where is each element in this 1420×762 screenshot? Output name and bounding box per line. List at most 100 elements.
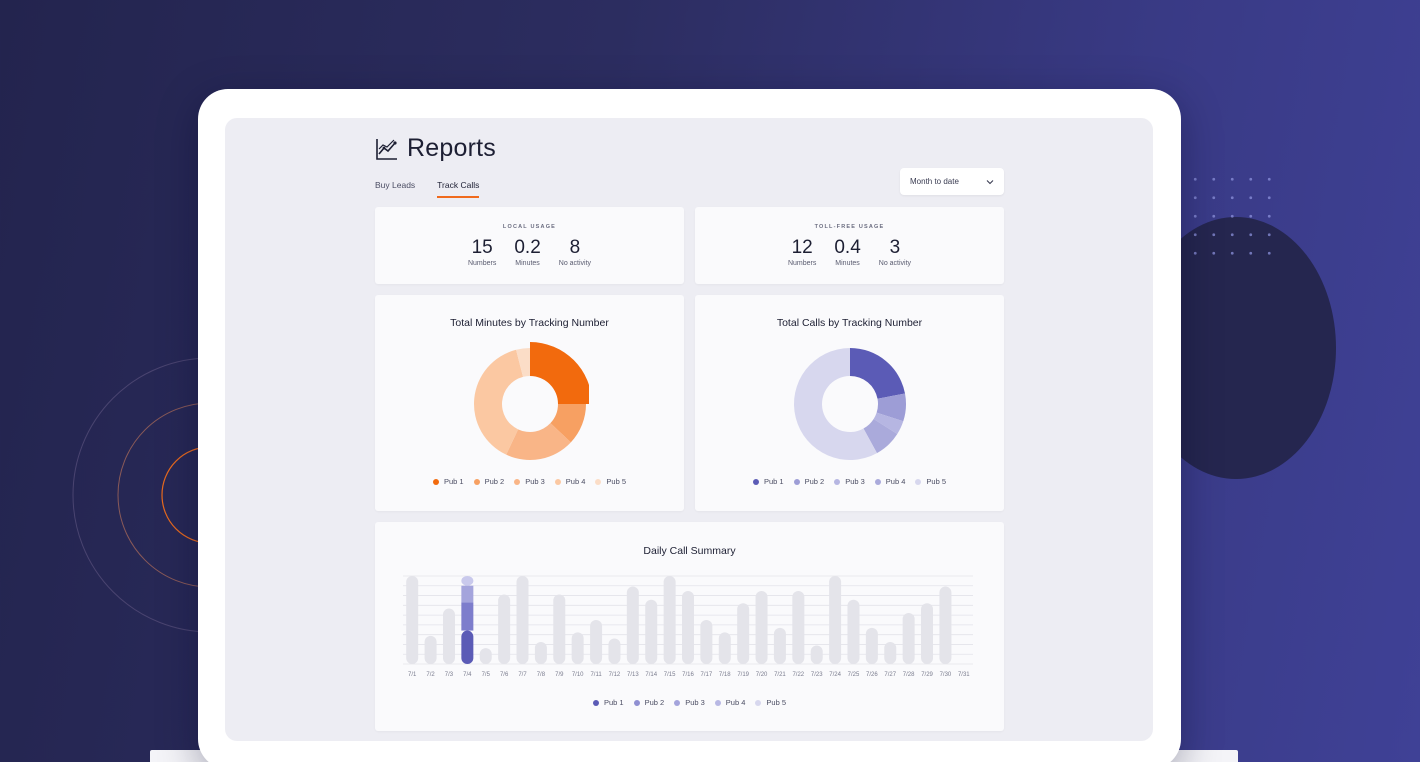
bar-7-11[interactable] bbox=[590, 620, 603, 664]
legend-item-minutes-5: Pub 5 bbox=[595, 477, 626, 486]
minutes-slice-4[interactable] bbox=[474, 349, 524, 455]
legend-dot bbox=[793, 478, 800, 485]
stat-value: 8 bbox=[569, 237, 581, 258]
x-tick-label: 7/28 bbox=[903, 672, 915, 678]
stat-numbers: 15 Numbers bbox=[468, 237, 496, 267]
legend-dot bbox=[755, 699, 762, 706]
stat-value: 12 bbox=[791, 237, 813, 258]
calls-slice-1[interactable] bbox=[850, 348, 906, 399]
bar-7-7[interactable] bbox=[516, 576, 529, 664]
legend-dot bbox=[473, 478, 480, 485]
bar-7-3[interactable] bbox=[442, 608, 455, 664]
bar-7-18[interactable] bbox=[718, 632, 731, 664]
stat-minutes: 0.2 Minutes bbox=[514, 237, 540, 267]
page-header: Reports bbox=[375, 134, 496, 163]
daily-chart-legend: Pub 1 Pub 2 Pub 3 Pub 4 Pub 5 bbox=[375, 698, 1004, 707]
tollfree-usage-stats: 12 Numbers 0.4 Minutes 3 No activity bbox=[695, 237, 1004, 267]
x-tick-label: 7/2 bbox=[426, 672, 435, 678]
chart-title: Total Calls by Tracking Number bbox=[776, 317, 923, 329]
legend-label: Pub 2 bbox=[644, 698, 665, 707]
x-tick-label: 7/21 bbox=[774, 672, 786, 678]
legend-item-minutes-2: Pub 2 bbox=[473, 477, 504, 486]
bar-7-23[interactable] bbox=[810, 645, 823, 664]
calls-slice-3[interactable] bbox=[873, 412, 904, 435]
bar-7-5[interactable] bbox=[479, 648, 492, 664]
x-tick-label: 7/12 bbox=[609, 672, 621, 678]
daily-call-summary-card: Daily Call Summary 7/1 7/2 7/3 7/4 7/5 7/6 7/7… bbox=[375, 522, 1004, 731]
bar-7-19[interactable] bbox=[737, 603, 750, 664]
x-tick-label: 7/15 bbox=[664, 672, 676, 678]
legend-dot bbox=[432, 478, 439, 485]
calls-slice-4[interactable] bbox=[863, 419, 898, 454]
stat-value: 0.2 bbox=[514, 237, 541, 258]
bar-7-30[interactable] bbox=[939, 586, 952, 664]
bar-7-4-segment-4[interactable] bbox=[461, 576, 474, 586]
legend-item-calls-3: Pub 3 bbox=[834, 477, 865, 486]
legend-dot bbox=[633, 699, 640, 706]
stat-label: Minutes bbox=[835, 260, 860, 267]
bar-7-12[interactable] bbox=[608, 638, 621, 664]
x-tick-label: 7/10 bbox=[572, 672, 584, 678]
bar-7-14[interactable] bbox=[645, 599, 658, 664]
legend-label: Pub 4 bbox=[725, 698, 746, 707]
legend-item-daily-5: Pub 5 bbox=[755, 698, 786, 707]
stat-label: Numbers bbox=[467, 260, 497, 267]
legend-dot bbox=[752, 478, 759, 485]
bar-7-15[interactable] bbox=[663, 576, 676, 664]
legend-label: Pub 1 bbox=[603, 698, 624, 707]
bar-7-9[interactable] bbox=[553, 594, 566, 664]
x-tick-label: 7/7 bbox=[518, 672, 527, 678]
bar-7-4-segment-3[interactable] bbox=[461, 585, 474, 603]
x-tick-label: 7/13 bbox=[627, 672, 639, 678]
minutes-slice-3[interactable] bbox=[506, 423, 571, 460]
bar-7-16[interactable] bbox=[682, 590, 694, 664]
bar-7-24[interactable] bbox=[829, 576, 842, 664]
x-tick-label: 7/3 bbox=[445, 672, 454, 678]
bar-7-17[interactable] bbox=[700, 620, 713, 664]
minutes-slice-5[interactable] bbox=[516, 348, 530, 377]
x-tick-label: 7/19 bbox=[737, 672, 749, 678]
bar-7-10[interactable] bbox=[571, 632, 584, 664]
calls-slice-2[interactable] bbox=[876, 393, 906, 422]
stat-no-activity: 8 No activity bbox=[559, 237, 591, 267]
bar-7-28[interactable] bbox=[902, 612, 915, 664]
legend-item-calls-4: Pub 4 bbox=[874, 477, 905, 486]
bar-7-25[interactable] bbox=[847, 599, 860, 664]
date-range-value: Month to date bbox=[910, 177, 959, 186]
calls-slice-5[interactable] bbox=[794, 348, 877, 460]
bar-7-1[interactable] bbox=[406, 576, 419, 664]
bar-7-20[interactable] bbox=[755, 590, 768, 664]
tab-track-calls[interactable]: Track Calls bbox=[437, 180, 480, 198]
bar-7-13[interactable] bbox=[626, 586, 639, 664]
x-tick-label: 7/14 bbox=[645, 672, 657, 678]
legend-item-daily-3: Pub 3 bbox=[674, 698, 705, 707]
date-range-select[interactable]: Month to date bbox=[900, 168, 1004, 195]
x-tick-label: 7/27 bbox=[884, 672, 896, 678]
minutes-slice-2[interactable] bbox=[550, 404, 586, 443]
bar-7-27[interactable] bbox=[884, 642, 897, 664]
bar-7-6[interactable] bbox=[498, 594, 511, 664]
x-tick-label: 7/17 bbox=[701, 672, 713, 678]
legend-label: Pub 4 bbox=[565, 477, 586, 486]
bar-7-21[interactable] bbox=[773, 627, 786, 664]
bar-7-22[interactable] bbox=[792, 590, 805, 664]
bar-7-4-segment-2[interactable] bbox=[461, 602, 474, 631]
tab-buy-leads[interactable]: Buy Leads bbox=[375, 180, 416, 190]
bar-7-8[interactable] bbox=[534, 642, 547, 664]
bar-7-2[interactable] bbox=[424, 635, 437, 664]
bar-7-26[interactable] bbox=[865, 627, 878, 664]
stat-value: 3 bbox=[889, 237, 901, 258]
legend-dot bbox=[592, 699, 599, 706]
minutes-slice-1[interactable] bbox=[530, 342, 589, 404]
x-tick-label: 7/5 bbox=[482, 672, 491, 678]
stat-label: Minutes bbox=[515, 260, 540, 267]
x-tick-label: 7/18 bbox=[719, 672, 731, 678]
app-screen: Reports Buy Leads Track Calls Month to d… bbox=[225, 118, 1153, 741]
legend-dot bbox=[554, 478, 561, 485]
x-tick-label: 7/8 bbox=[537, 672, 546, 678]
bar-7-4-segment-1[interactable] bbox=[461, 630, 474, 664]
tollfree-usage-card: TOLL-FREE USAGE 12 Numbers 0.4 Minutes 3… bbox=[695, 207, 1004, 284]
legend-label: Pub 1 bbox=[763, 477, 784, 486]
bar-7-29[interactable] bbox=[921, 603, 934, 664]
local-usage-title: LOCAL USAGE bbox=[502, 224, 557, 230]
